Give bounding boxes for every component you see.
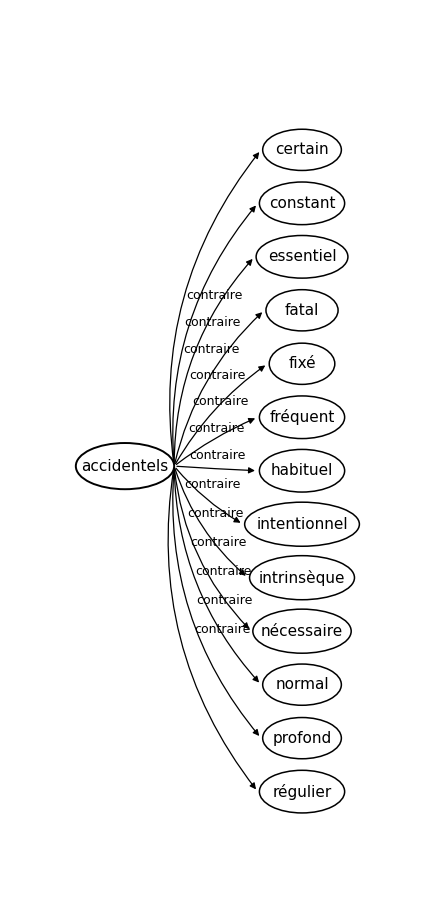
Ellipse shape	[263, 717, 341, 759]
FancyArrowPatch shape	[175, 313, 261, 463]
Text: contraire: contraire	[184, 478, 240, 491]
Text: contraire: contraire	[192, 395, 248, 408]
Text: habituel: habituel	[271, 463, 333, 478]
Text: contraire: contraire	[189, 368, 246, 381]
Text: contraire: contraire	[195, 565, 252, 578]
Text: intentionnel: intentionnel	[256, 517, 348, 532]
Ellipse shape	[263, 129, 341, 171]
FancyArrowPatch shape	[170, 153, 258, 463]
Text: accidentels: accidentels	[81, 459, 169, 473]
Text: fatal: fatal	[285, 303, 319, 318]
Text: nécessaire: nécessaire	[261, 624, 343, 639]
Ellipse shape	[263, 664, 341, 705]
Ellipse shape	[259, 450, 345, 492]
Ellipse shape	[244, 502, 360, 546]
Ellipse shape	[250, 556, 354, 600]
Text: contraire: contraire	[188, 422, 244, 435]
FancyArrowPatch shape	[174, 469, 248, 629]
Text: fixé: fixé	[288, 356, 316, 371]
Text: intrinsèque: intrinsèque	[259, 569, 345, 586]
Text: contraire: contraire	[190, 536, 247, 549]
Text: contraire: contraire	[183, 342, 239, 355]
Text: contraire: contraire	[186, 289, 242, 302]
Text: contraire: contraire	[196, 593, 253, 606]
FancyArrowPatch shape	[173, 469, 258, 735]
Ellipse shape	[266, 290, 338, 331]
Text: contraire: contraire	[188, 507, 244, 521]
Text: certain: certain	[275, 142, 329, 157]
Ellipse shape	[76, 443, 174, 489]
Text: profond: profond	[272, 731, 332, 746]
Text: contraire: contraire	[190, 450, 246, 462]
Text: régulier: régulier	[272, 784, 332, 799]
Text: fréquent: fréquent	[269, 409, 335, 426]
Text: contraire: contraire	[195, 623, 251, 636]
Text: essentiel: essentiel	[268, 249, 336, 264]
Ellipse shape	[259, 182, 345, 224]
Ellipse shape	[259, 396, 345, 438]
FancyArrowPatch shape	[174, 469, 258, 681]
FancyArrowPatch shape	[176, 418, 254, 464]
Ellipse shape	[256, 235, 348, 278]
Text: contraire: contraire	[184, 316, 241, 329]
Ellipse shape	[259, 771, 345, 813]
FancyArrowPatch shape	[168, 469, 255, 788]
FancyArrowPatch shape	[173, 207, 255, 463]
FancyArrowPatch shape	[177, 466, 254, 473]
Text: constant: constant	[269, 196, 335, 210]
Ellipse shape	[269, 343, 335, 384]
FancyArrowPatch shape	[176, 366, 264, 463]
FancyArrowPatch shape	[174, 260, 252, 463]
FancyArrowPatch shape	[175, 469, 245, 575]
Text: normal: normal	[275, 677, 329, 692]
FancyArrowPatch shape	[176, 468, 239, 522]
Ellipse shape	[253, 609, 351, 653]
